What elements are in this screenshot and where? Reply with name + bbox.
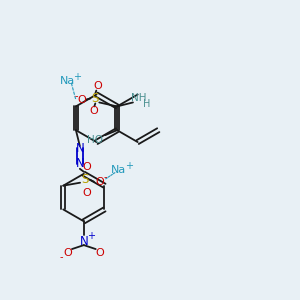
Text: Na: Na [60,76,75,85]
Text: +: + [87,231,95,241]
Text: NH: NH [131,94,147,103]
Text: O: O [82,162,91,172]
Text: O: O [82,188,91,198]
Text: +: + [74,72,82,82]
Text: O: O [93,81,102,91]
Text: O: O [77,95,86,106]
Text: HO: HO [87,135,103,145]
Text: O: O [89,106,98,116]
Text: Na: Na [111,165,126,175]
Text: +: + [124,161,133,171]
Text: O: O [64,248,72,258]
Text: S: S [81,173,89,186]
Text: -: - [75,92,78,101]
Text: N: N [80,235,88,248]
Text: S: S [92,92,99,105]
Text: -: - [103,172,106,182]
Text: N: N [76,142,84,154]
Text: -: - [59,252,63,262]
Text: N: N [76,158,84,170]
Text: H: H [143,99,151,110]
Text: O: O [95,177,104,187]
Text: O: O [95,248,104,258]
